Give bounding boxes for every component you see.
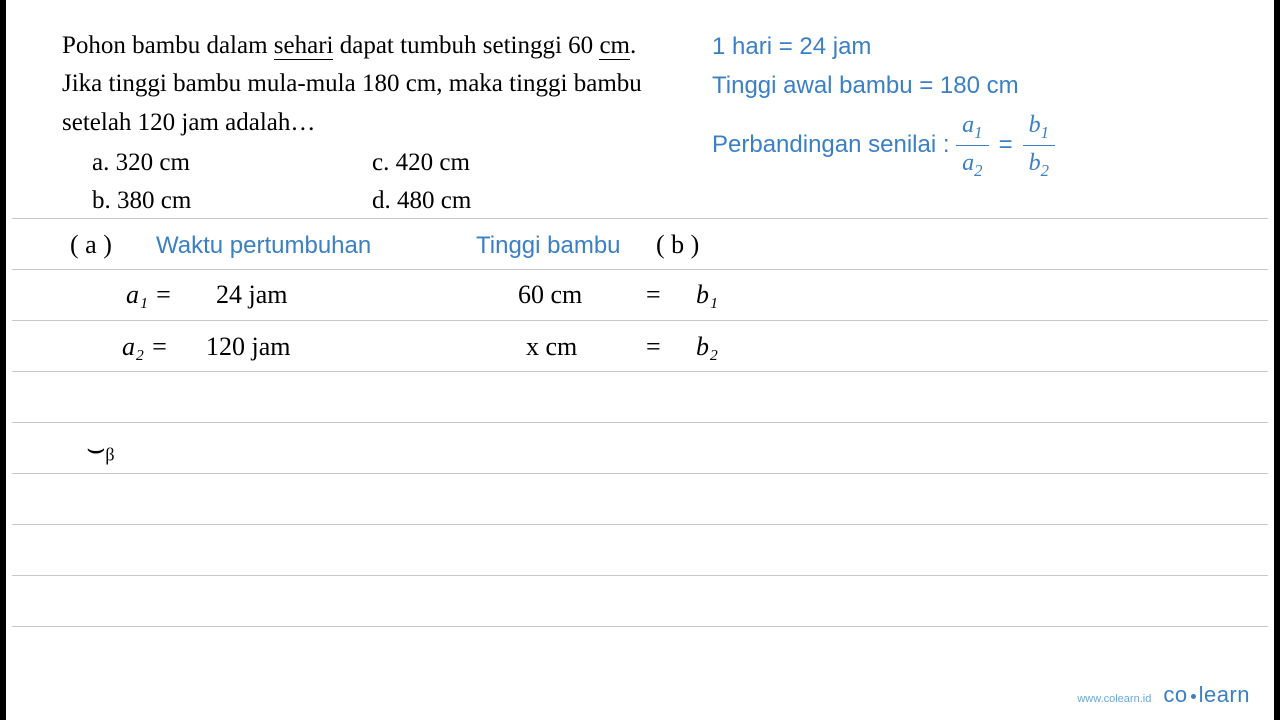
frac-b: b1 b2 [1023, 108, 1055, 183]
f2nv: b [1029, 112, 1041, 138]
option-d: d. 480 cm [372, 183, 652, 219]
options-col-2: c. 420 cm d. 480 cm [372, 145, 652, 222]
question-block: Pohon bambu dalam sehari dapat tumbuh se… [62, 28, 652, 221]
brand-co: co [1163, 682, 1187, 707]
content-root: Pohon bambu dalam sehari dapat tumbuh se… [6, 0, 1274, 221]
header-waktu: Waktu pertumbuhan [156, 232, 371, 260]
options-col-1: a. 320 cm b. 380 cm [92, 145, 372, 222]
frac-a: a1 a2 [956, 108, 988, 183]
watermark-brand: colearn [1163, 682, 1250, 708]
option-b: b. 380 cm [92, 183, 372, 219]
a1-val: 24 jam [216, 280, 288, 310]
option-a: a. 320 cm [92, 145, 372, 181]
b1-eq: = [646, 280, 661, 310]
question-line-3: setelah 120 jam adalah… [62, 105, 652, 141]
ruled-paper [12, 218, 1268, 720]
brand-dot-icon [1191, 694, 1196, 699]
hint-3-label: Perbandingan senilai : [712, 131, 956, 158]
hint-3: Perbandingan senilai : a1 a2 = b1 b2 [712, 108, 1234, 183]
hints-block: 1 hari = 24 jam Tinggi awal bambu = 180 … [682, 28, 1234, 221]
q1-u1: sehari [274, 32, 334, 60]
b1-val: 60 cm [518, 280, 582, 310]
hint-1: 1 hari = 24 jam [712, 30, 1234, 65]
hint-2: Tinggi awal bambu = 180 cm [712, 69, 1234, 104]
options: a. 320 cm b. 380 cm c. 420 cm d. 480 cm [62, 145, 652, 222]
f2dv: b [1029, 150, 1041, 176]
f1ds: 2 [974, 161, 982, 180]
watermark: www.colearn.id colearn [1077, 682, 1250, 708]
hint-formula: a1 a2 = b1 b2 [956, 108, 1055, 183]
question-line-2: Jika tinggi bambu mula-mula 180 cm, maka… [62, 66, 652, 102]
top-section: Pohon bambu dalam sehari dapat tumbuh se… [62, 28, 1234, 221]
f1ns: 1 [974, 122, 982, 141]
option-c: c. 420 cm [372, 145, 652, 181]
q1-mid: dapat tumbuh setinggi 60 [333, 32, 599, 59]
label-a: ( a ) [70, 230, 112, 260]
a1-lhs: a₁ = [126, 280, 172, 310]
b2-eq: = [646, 332, 661, 362]
brand-learn: learn [1199, 682, 1250, 707]
f2ns: 1 [1041, 122, 1049, 141]
f1dv: a [962, 150, 974, 176]
a2-lhs: a₂ = [122, 332, 168, 362]
scribble: ⌣ᵦ [86, 432, 114, 466]
q1-u2: cm [599, 32, 630, 60]
frac-eq: = [999, 128, 1013, 163]
header-tinggi: Tinggi bambu [476, 232, 621, 260]
f2ds: 2 [1041, 161, 1049, 180]
q1-pre: Pohon bambu dalam [62, 32, 274, 59]
b2-var: b₂ [696, 332, 718, 362]
f1nv: a [962, 112, 974, 138]
b2-val: x cm [526, 332, 577, 362]
q1-end: . [630, 32, 636, 59]
watermark-url: www.colearn.id [1077, 693, 1151, 705]
label-b: ( b ) [656, 230, 699, 260]
b1-var: b₁ [696, 280, 718, 310]
question-line-1: Pohon bambu dalam sehari dapat tumbuh se… [62, 28, 652, 64]
a2-val: 120 jam [206, 332, 291, 362]
